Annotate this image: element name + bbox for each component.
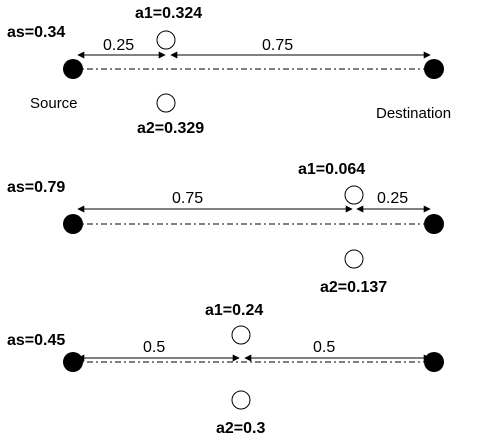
as-label: as=0.79 [7,179,65,196]
destination-node [424,214,444,234]
source-node [63,352,83,372]
right-segment-label: 0.5 [313,339,335,356]
left-segment-label: 0.75 [172,190,203,207]
as-label: as=0.45 [7,332,65,349]
a1-label: a1=0.324 [135,5,202,22]
relay-1-node [231,325,251,345]
scenario-3: as=0.45 a1=0.24 a2=0.3 0.5 0.5 [7,302,444,437]
relay-2-node [344,249,364,269]
right-segment-label: 0.25 [377,190,408,207]
relay-2-node [156,93,176,113]
destination-label: Destination [376,105,451,122]
destination-node [424,352,444,372]
a2-label: a2=0.3 [216,420,265,437]
relay-1-node [344,185,364,205]
a1-label: a1=0.064 [298,161,365,178]
scenario-2: as=0.79 a1=0.064 a2=0.137 0.75 0.25 [7,161,444,296]
as-label: as=0.34 [7,24,65,41]
right-segment-label: 0.75 [262,37,293,54]
source-node [63,214,83,234]
a2-label: a2=0.137 [320,279,387,296]
left-segment-label: 0.25 [103,37,134,54]
destination-node [424,59,444,79]
source-node [63,59,83,79]
relay-2-node [231,390,251,410]
relay-1-node [156,30,176,50]
scenario-1: as=0.34 a1=0.324 a2=0.329 0.25 0.75 Sour… [7,5,451,137]
source-label: Source [30,95,78,112]
a1-label: a1=0.24 [205,302,263,319]
left-segment-label: 0.5 [143,339,165,356]
a2-label: a2=0.329 [137,120,204,137]
